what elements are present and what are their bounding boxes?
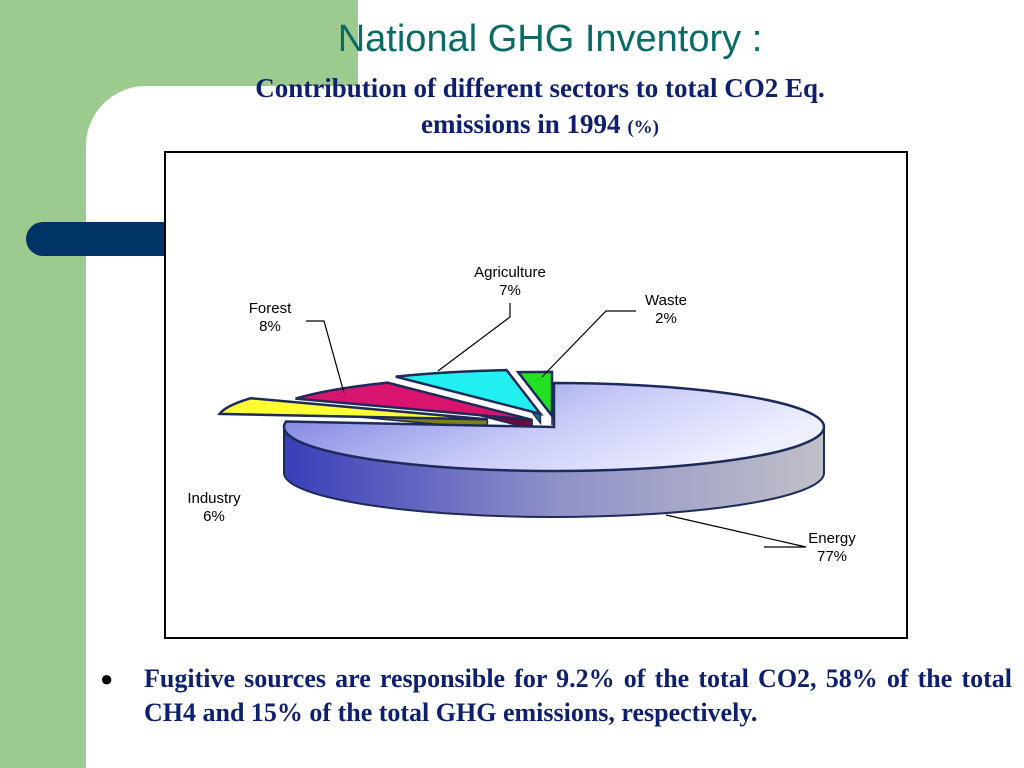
slice-label-industry: Industry xyxy=(187,490,241,507)
slice-label-forest: Forest xyxy=(249,300,292,317)
slice-label-energy: Energy xyxy=(808,530,856,547)
pie-slice-top-industry xyxy=(217,396,488,421)
leader-line-energy xyxy=(665,514,807,548)
pie-chart-frame: Energy 77% Industry 6% Forest 8% Agriculture 7%… xyxy=(164,151,908,639)
pie-slice-agriculture xyxy=(395,367,544,426)
pie-slice-energy xyxy=(282,381,826,518)
subtitle-line-1: Contribution of different sectors to tot… xyxy=(255,73,825,103)
slice-label-agriculture: Agriculture xyxy=(474,264,546,281)
pie-slice-top-agriculture xyxy=(395,368,544,416)
subtitle-line-2: emissions in 1994 (%) xyxy=(150,106,930,146)
slide-subtitle: Contribution of different sectors to tot… xyxy=(150,70,930,146)
pie-slice-top-forest xyxy=(295,381,533,422)
decorative-blue-bar xyxy=(26,222,176,256)
subtitle-line-2-text: emissions in 1994 xyxy=(421,109,621,139)
bullet-text: Fugitive sources are responsible for 9.2… xyxy=(144,664,1012,727)
pie-slice-top-waste xyxy=(515,370,554,420)
slice-label-waste: Waste xyxy=(645,292,687,309)
pie-slice-industry xyxy=(217,396,489,430)
slice-value-energy: 77% xyxy=(817,548,847,565)
slide-title: National GHG Inventory : xyxy=(337,18,763,60)
slice-value-forest: 8% xyxy=(259,318,281,335)
leader-line-agriculture xyxy=(437,303,511,372)
pie-slice-top-energy xyxy=(282,381,826,473)
bullet-dot-icon: ● xyxy=(100,666,114,691)
slice-value-agriculture: 7% xyxy=(499,282,521,299)
subtitle-unit: (%) xyxy=(627,117,659,138)
pie-slice-forest xyxy=(295,381,533,430)
slice-value-waste: 2% xyxy=(655,310,677,327)
leader-line-waste xyxy=(541,310,636,378)
slice-value-industry: 6% xyxy=(203,508,225,525)
pie-slice-waste xyxy=(515,370,554,426)
leader-line-forest xyxy=(306,320,345,394)
